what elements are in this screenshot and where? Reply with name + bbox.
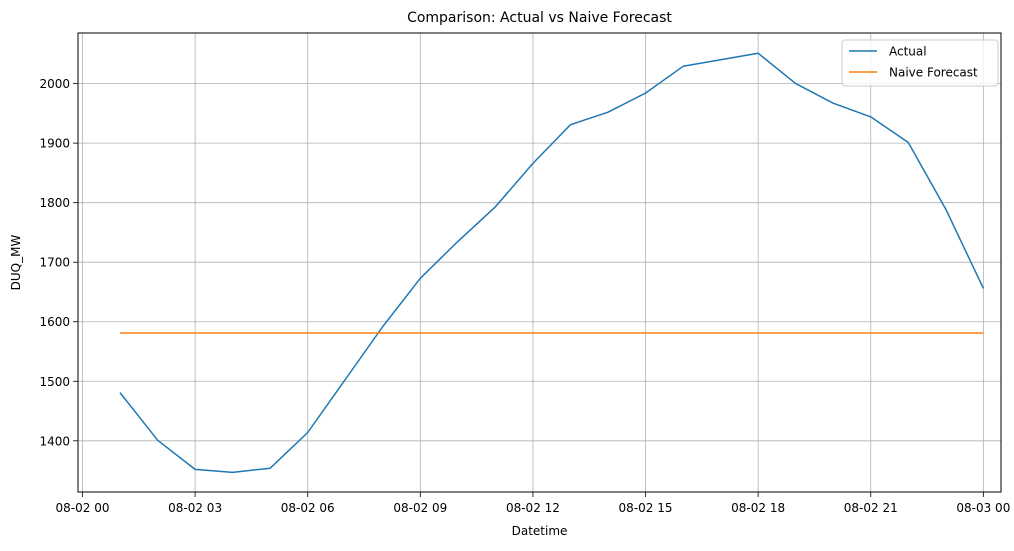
x-tick-label: 08-02 12 [506, 501, 560, 515]
grid-layer [78, 33, 1001, 492]
x-axis-label: Datetime [512, 524, 568, 538]
x-tick-label: 08-03 00 [956, 501, 1010, 515]
y-tick-label: 1400 [39, 434, 70, 448]
y-tick-label: 1800 [39, 196, 70, 210]
legend-box [841, 39, 999, 87]
tick-layer: 08-02 00 08-02 03 08-02 06 08-02 09 08-02 12… [39, 77, 1010, 515]
x-tick-label: 08-02 21 [844, 501, 898, 515]
x-tick-label: 08-02 00 [56, 501, 110, 515]
y-tick-label: 1600 [39, 315, 70, 329]
series-layer [119, 52, 985, 474]
y-tick-label: 1500 [39, 375, 70, 389]
x-tick-label: 08-02 18 [731, 501, 785, 515]
x-tick-label: 08-02 03 [168, 501, 222, 515]
x-tick-label: 08-02 15 [619, 501, 673, 515]
chart-title: Comparison: Actual vs Naive Forecast [407, 10, 672, 26]
series-line-actual [119, 52, 985, 474]
y-axis-label: DUQ_MW [9, 235, 23, 291]
y-tick-label: 1900 [39, 137, 70, 151]
y-tick-label: 1700 [39, 256, 70, 270]
x-tick-label: 08-02 09 [393, 501, 447, 515]
x-tick-label: 08-02 06 [281, 501, 335, 515]
y-tick-label: 2000 [39, 77, 70, 91]
legend-label-naive-forecast: Naive Forecast [889, 66, 978, 80]
legend-label-actual: Actual [889, 45, 927, 59]
legend: Actual Naive Forecast [841, 39, 999, 87]
